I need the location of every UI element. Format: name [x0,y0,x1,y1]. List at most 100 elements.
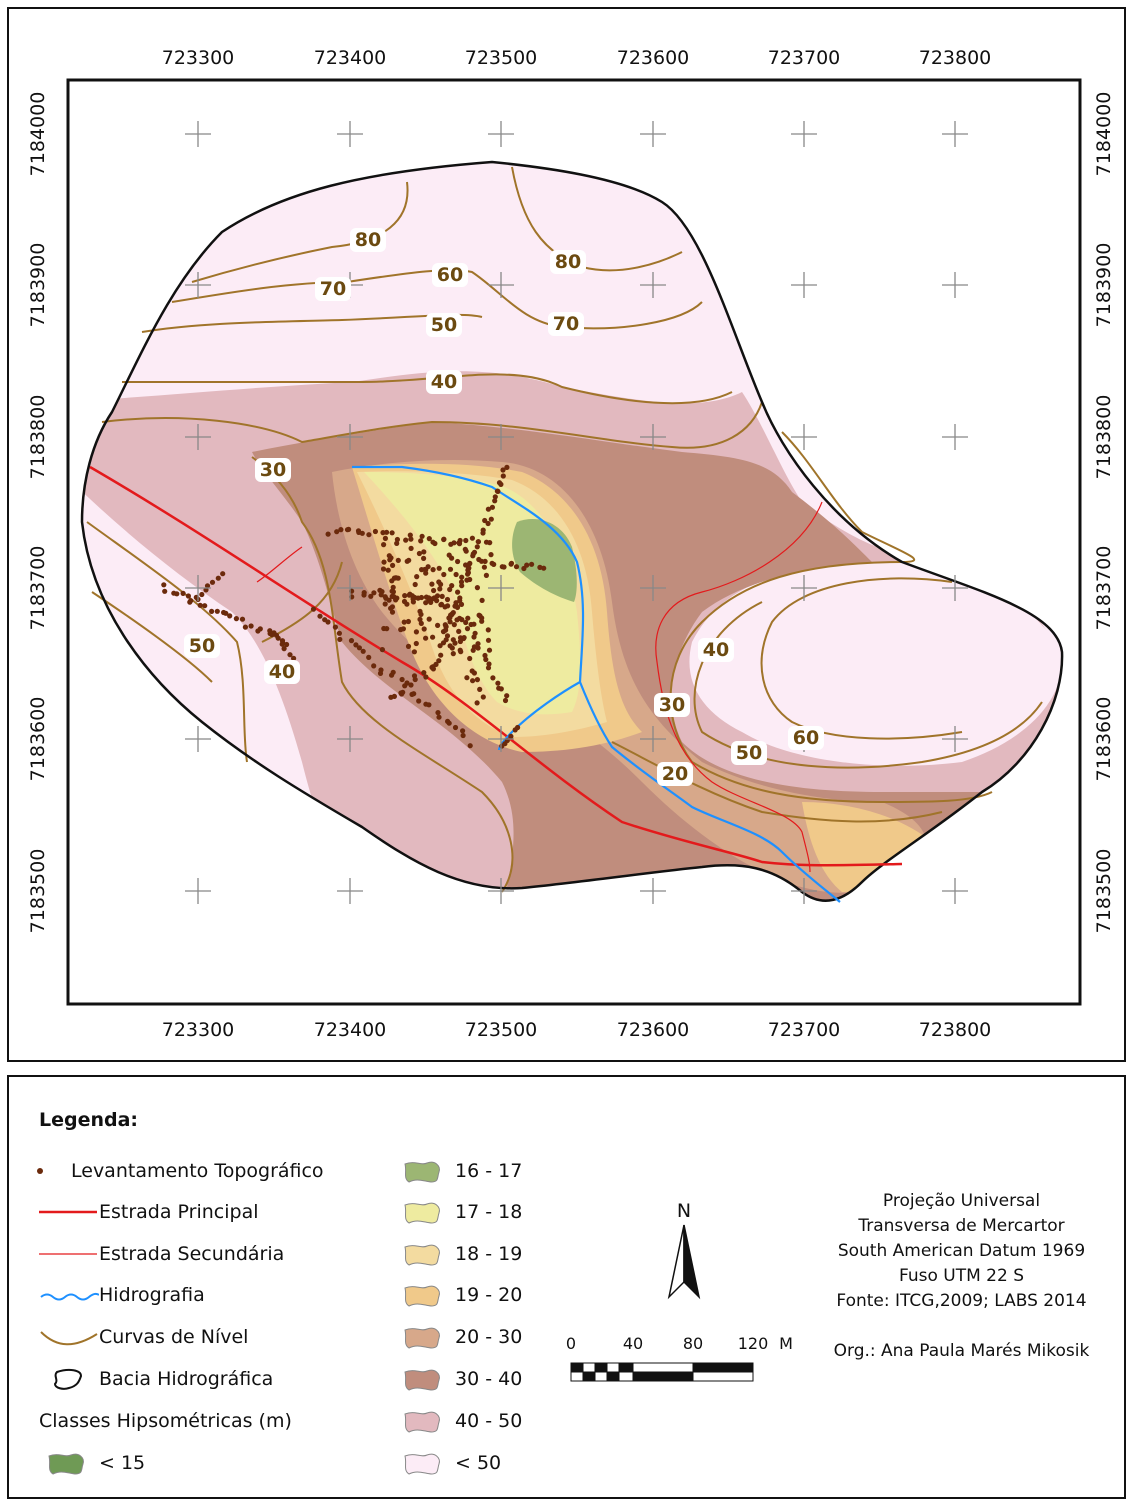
legend-item-secondary-road: Estrada Secundária [37,1239,284,1269]
survey-point [368,593,374,599]
svg-text:80: 80 [355,229,381,251]
x-tick-label: 723700 [768,1019,841,1041]
x-tick-label: 723700 [768,47,841,69]
survey-point [477,686,483,693]
survey-point [400,626,406,632]
survey-point [423,594,429,600]
survey-point [379,589,385,595]
grid-cross [337,878,363,904]
survey-point [388,694,394,700]
grid-cross [185,878,211,904]
legend-item-class-30-40: 30 - 40 [393,1364,522,1394]
contour-label-20: 20 [657,762,693,786]
map-frame: 80 70 60 50 40 80 70 30 50 40 40 30 20 5… [7,7,1126,1062]
survey-point [454,604,461,611]
survey-point [325,619,331,625]
grid-cross [791,878,817,904]
survey-point [317,613,323,619]
y-ticks-right: 7184000 7183900 7183800 7183700 7183600 … [1093,92,1115,934]
survey-point [405,618,411,625]
survey-point [418,620,424,627]
survey-point [389,609,396,615]
legend-label: 18 - 19 [455,1243,523,1265]
survey-point [541,565,547,571]
survey-point [490,675,496,681]
survey-point [485,506,491,512]
survey-point [209,608,215,615]
survey-point [467,576,473,583]
survey-point [441,536,447,543]
survey-point [438,652,444,658]
y-tick-label: 7183500 [1093,849,1115,934]
class-16-17-area [512,519,577,602]
survey-point [459,574,465,580]
survey-point [426,616,432,622]
survey-point [463,537,469,544]
grid-cross [640,575,666,601]
grid-cross [337,575,363,601]
legend-item-class-40-50: 40 - 50 [393,1406,522,1436]
grid-cross [488,272,514,298]
survey-point [475,539,481,545]
survey-point [174,591,180,597]
survey-point [389,672,395,678]
survey-point [348,638,355,644]
survey-point [429,664,435,671]
contour-line [171,269,703,330]
contour-label-40-a: 40 [426,370,462,394]
survey-point [458,579,465,585]
grid-crosses [185,121,968,904]
info-line [809,1314,1114,1339]
legend-classes-title: Classes Hipsométricas (m) [39,1406,292,1436]
contour-label-30-b: 30 [654,693,690,717]
survey-point [436,714,442,720]
survey-point [408,682,414,688]
survey-point [404,601,410,607]
survey-point [215,575,221,581]
survey-point [366,654,372,661]
survey-point [488,552,494,558]
svg-text:30: 30 [260,459,286,481]
north-arrow-icon [667,1224,701,1300]
contour-label-40-b: 40 [264,660,300,684]
survey-point [437,643,443,649]
contour-line [191,181,409,283]
survey-point [460,732,466,739]
contour-label-50-b: 50 [184,634,220,658]
survey-point [382,535,388,542]
survey-point [310,606,317,612]
survey-point [380,566,387,572]
x-tick-label: 723600 [617,1019,690,1041]
survey-point [501,564,507,570]
survey-point [414,574,420,580]
survey-point [197,602,203,608]
survey-point [447,619,453,625]
survey-point [423,635,429,641]
main-road [89,465,903,867]
info-line: Org.: Ana Paula Marés Mikosik [833,1341,1090,1361]
grid-cross [640,272,666,298]
survey-point [220,571,226,577]
survey-point [371,590,377,596]
survey-point [464,626,471,632]
x-tick-label: 723600 [617,47,690,69]
survey-point [412,581,418,588]
contour-line [669,431,993,804]
legend-label: 17 - 18 [455,1201,523,1223]
survey-point [474,700,480,706]
survey-point [337,636,343,643]
contour-line [611,741,943,823]
survey-point-icon [9,1156,71,1186]
grid-cross [185,424,211,450]
legend-label: 30 - 40 [455,1368,523,1390]
class-19-20-swatch-icon [393,1280,455,1310]
survey-point [492,494,498,500]
contour-line [91,591,213,683]
legend-label: Curvas de Nível [99,1326,249,1348]
survey-point [481,564,487,570]
survey-point [412,676,418,683]
survey-point [356,645,362,651]
survey-point [455,558,461,565]
survey-point [438,602,444,608]
svg-text:60: 60 [437,264,463,286]
